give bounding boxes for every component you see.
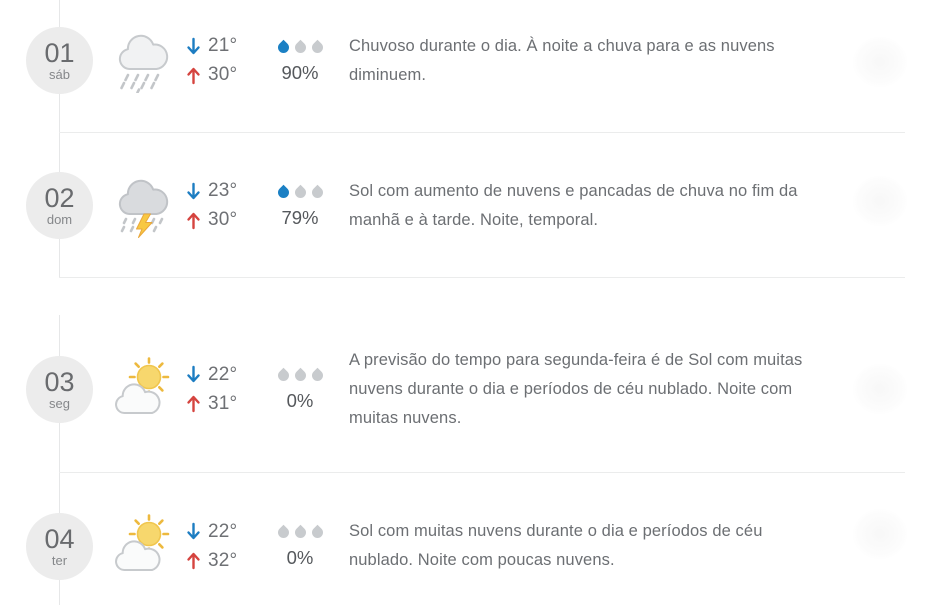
- max-temp-value: 32°: [208, 549, 238, 571]
- ghost-watermark: [853, 509, 907, 559]
- timeline-line: [59, 0, 60, 278]
- drop-icon: [275, 367, 291, 384]
- drop-icon: [275, 39, 291, 55]
- temperature-block: 22° 31°: [185, 360, 257, 418]
- ghost-watermark: [853, 364, 907, 414]
- drop-icon: [292, 184, 308, 200]
- section-gap: [0, 278, 929, 315]
- max-temp-line: 30°: [185, 61, 257, 90]
- max-temp-value: 30°: [208, 209, 238, 230]
- arrow-down-icon: [187, 37, 200, 54]
- day-number: 01: [44, 38, 75, 68]
- sun-behind-cloud-icon: [115, 514, 170, 571]
- min-temp-value: 22°: [208, 520, 238, 542]
- precipitation-block: 90%: [271, 38, 329, 84]
- day-number: 04: [44, 523, 75, 554]
- day-number: 03: [44, 366, 75, 397]
- day-name: ter: [51, 552, 68, 568]
- drop-icon: [309, 184, 325, 200]
- temperature-block: 23° 30°: [185, 177, 257, 235]
- sun-behind-cloud-icon: [115, 357, 170, 414]
- drop-icon: [275, 184, 291, 200]
- arrow-up-icon: [187, 67, 200, 84]
- arrow-up-icon: [187, 552, 200, 570]
- rain-drops-icon: [271, 523, 329, 541]
- forecast-description: A previsão do tempo para segunda-feira é…: [349, 350, 803, 427]
- forecast-day-row[interactable]: 01 sáb: [0, 0, 929, 133]
- rain-drops-icon: [271, 38, 329, 55]
- precipitation-block: 79%: [271, 183, 329, 229]
- weather-icon-wrap: [111, 29, 175, 93]
- max-temp-line: 30°: [185, 206, 257, 235]
- timeline-line: [59, 315, 60, 605]
- day-badge: 04 ter: [26, 512, 93, 580]
- weather-icon-wrap: [111, 174, 175, 238]
- rain-drops-icon: [271, 183, 329, 200]
- day-badge: 01 sáb: [26, 27, 93, 94]
- ghost-watermark: [853, 36, 907, 87]
- drop-icon: [292, 39, 308, 55]
- day-name: sáb: [49, 67, 70, 82]
- arrow-down-icon: [187, 182, 200, 199]
- max-temp-line: 32°: [185, 546, 257, 575]
- forecast-section-2: 03 seg: [0, 315, 929, 605]
- arrow-down-icon: [187, 522, 200, 540]
- precip-chance: 79%: [281, 206, 319, 228]
- precipitation-block: 0%: [271, 366, 329, 412]
- rain-cloud-icon: [118, 34, 169, 93]
- forecast-day-row[interactable]: 03 seg: [0, 315, 929, 473]
- weather-icon-wrap: [111, 514, 175, 578]
- precip-chance: 0%: [286, 547, 314, 568]
- min-temp-value: 23°: [208, 180, 238, 201]
- temperature-block: 22° 32°: [185, 517, 257, 575]
- day-name: dom: [46, 212, 73, 227]
- min-temp-line: 22°: [185, 517, 257, 546]
- arrow-up-icon: [187, 395, 200, 413]
- forecast-description: Chuvoso durante o dia. À noite a chuva p…: [349, 36, 775, 84]
- drop-icon: [309, 39, 325, 55]
- min-temp-line: 21°: [185, 32, 257, 61]
- drop-icon: [292, 524, 308, 541]
- max-temp-line: 31°: [185, 389, 257, 418]
- forecast-day-row[interactable]: 02 dom: [0, 133, 929, 278]
- storm-cloud-icon: [118, 179, 169, 238]
- drop-icon: [309, 524, 325, 541]
- day-badge: 03 seg: [26, 355, 93, 423]
- max-temp-value: 31°: [208, 392, 238, 414]
- rain-drops-icon: [271, 366, 329, 384]
- day-name: seg: [49, 395, 70, 411]
- min-temp-line: 22°: [185, 360, 257, 389]
- forecast-description: Sol com muitas nuvens durante o dia e pe…: [349, 522, 763, 569]
- temperature-block: 21° 30°: [185, 32, 257, 90]
- day-number: 02: [44, 183, 75, 213]
- min-temp-value: 22°: [208, 363, 238, 385]
- precip-chance: 0%: [286, 390, 314, 411]
- ghost-watermark: [853, 175, 907, 226]
- forecast-section-1: 01 sáb: [0, 0, 929, 278]
- arrow-down-icon: [187, 365, 200, 383]
- drop-icon: [309, 367, 325, 384]
- arrow-up-icon: [187, 212, 200, 229]
- day-badge: 02 dom: [26, 172, 93, 239]
- weather-icon-wrap: [111, 357, 175, 421]
- drop-icon: [292, 367, 308, 384]
- forecast-day-row[interactable]: 04 ter: [0, 473, 929, 605]
- precip-chance: 90%: [281, 61, 319, 83]
- forecast-description: Sol com aumento de nuvens e pancadas de …: [349, 181, 798, 229]
- min-temp-value: 21°: [208, 35, 238, 56]
- precipitation-block: 0%: [271, 523, 329, 569]
- drop-icon: [275, 524, 291, 541]
- max-temp-value: 30°: [208, 64, 238, 85]
- min-temp-line: 23°: [185, 177, 257, 206]
